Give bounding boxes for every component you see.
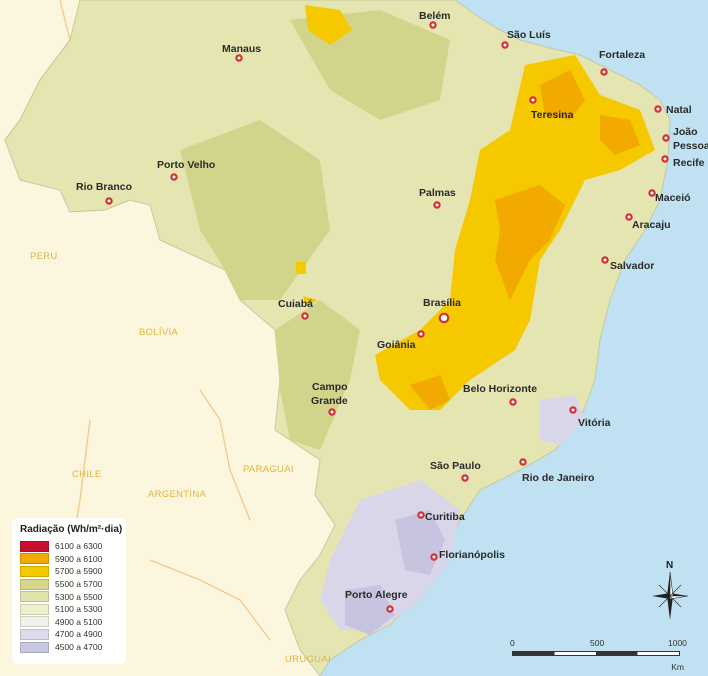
city-label: Teresina — [531, 109, 574, 121]
country-label: BOLÍVIA — [139, 327, 178, 338]
legend-label: 4700 a 4900 — [55, 629, 103, 640]
city-label: Maceió — [655, 192, 691, 204]
country-labels: PERU BOLÍVIA CHILE PARAGUAI ARGENTINA UR… — [30, 251, 331, 665]
legend-swatch — [20, 641, 49, 653]
city-label: Goiânia — [377, 339, 416, 351]
country-label: ARGENTINA — [148, 489, 206, 500]
city-label: Rio Branco — [76, 181, 132, 193]
legend-swatch — [20, 603, 49, 615]
city-label: Fortaleza — [599, 49, 645, 61]
scale-unit: Km — [671, 662, 684, 672]
legend-swatch — [20, 591, 49, 603]
city-label: Rio de Janeiro — [522, 472, 594, 484]
country-label: PERU — [30, 251, 58, 262]
legend-swatch — [20, 565, 49, 577]
legend-swatch — [20, 540, 49, 552]
legend-swatch — [20, 628, 49, 640]
country-label: CHILE — [72, 469, 101, 480]
city-label: Brasília — [423, 297, 461, 309]
legend-title: Radiação (Wh/m²·dia) — [20, 524, 123, 535]
scale-tick-1000: 1000 — [668, 638, 687, 648]
legend-item: 5300 a 5500 — [20, 590, 118, 603]
legend-label: 4500 a 4700 — [55, 642, 103, 653]
city-label: Grande — [311, 395, 348, 407]
legend-item: 4500 a 4700 — [20, 641, 118, 654]
scale-bar-graphic — [512, 651, 680, 656]
legend-swatch — [20, 616, 49, 628]
city-label: São Luís — [507, 29, 551, 41]
city-label: João — [673, 126, 698, 138]
city-label: Aracaju — [632, 219, 671, 231]
legend-item: 5900 a 6100 — [20, 553, 118, 566]
legend-label: 4900 a 5100 — [55, 616, 103, 627]
city-label: Cuiabá — [278, 298, 313, 310]
legend-label: 6100 a 6300 — [55, 541, 103, 552]
city-label: Florianópolis — [439, 549, 505, 561]
country-label: PARAGUAI — [243, 464, 294, 475]
city-label: Salvador — [610, 260, 654, 272]
city-label: Manaus — [222, 43, 261, 55]
scale-tick-0: 0 — [510, 638, 515, 648]
city-label: Curitiba — [425, 511, 465, 523]
city-label: Vitória — [578, 417, 611, 429]
legend-swatch — [20, 553, 49, 565]
legend-label: 5700 a 5900 — [55, 566, 103, 577]
city-label: Porto Alegre — [345, 589, 408, 601]
city-label: São Paulo — [430, 460, 481, 472]
ocean — [320, 0, 708, 676]
legend-item: 4700 a 4900 — [20, 628, 118, 641]
legend-item: 6100 a 6300 — [20, 540, 118, 553]
compass-rose: N — [652, 560, 688, 620]
legend-label: 5100 a 5300 — [55, 604, 103, 615]
radiation-legend: Radiação (Wh/m²·dia) 6100 a 6300 5900 a … — [12, 518, 126, 664]
city-label: Pessoa — [673, 140, 708, 152]
city-label: Recife — [673, 157, 705, 169]
legend-item: 5700 a 5900 — [20, 565, 118, 578]
scale-bar: 0 500 1000 Km — [508, 638, 687, 672]
city-label: Belém — [419, 10, 451, 22]
orange-zones — [410, 70, 640, 410]
city-label: Campo — [312, 381, 348, 393]
scale-tick-500: 500 — [590, 638, 605, 648]
legend-label: 5500 a 5700 — [55, 579, 103, 590]
country-label: URUGUAI — [285, 654, 331, 665]
city-label: Natal — [666, 104, 692, 116]
legend-item: 4900 a 5100 — [20, 616, 118, 629]
compass-star-icon — [652, 572, 688, 620]
city-label: Palmas — [419, 187, 456, 199]
green-zones — [180, 10, 450, 450]
legend-item: 5100 a 5300 — [20, 603, 118, 616]
legend-label: 5300 a 5500 — [55, 591, 103, 602]
city-markers — [105, 21, 670, 613]
compass-north-label: N — [666, 560, 674, 571]
legend-label: 5900 a 6100 — [55, 553, 103, 564]
legend-swatch — [20, 578, 49, 590]
city-labels: Belém São Luís Manaus Fortaleza Teresina… — [76, 10, 708, 601]
city-label: Belo Horizonte — [463, 383, 537, 395]
legend-item: 5500 a 5700 — [20, 578, 118, 591]
city-label: Porto Velho — [157, 159, 215, 171]
